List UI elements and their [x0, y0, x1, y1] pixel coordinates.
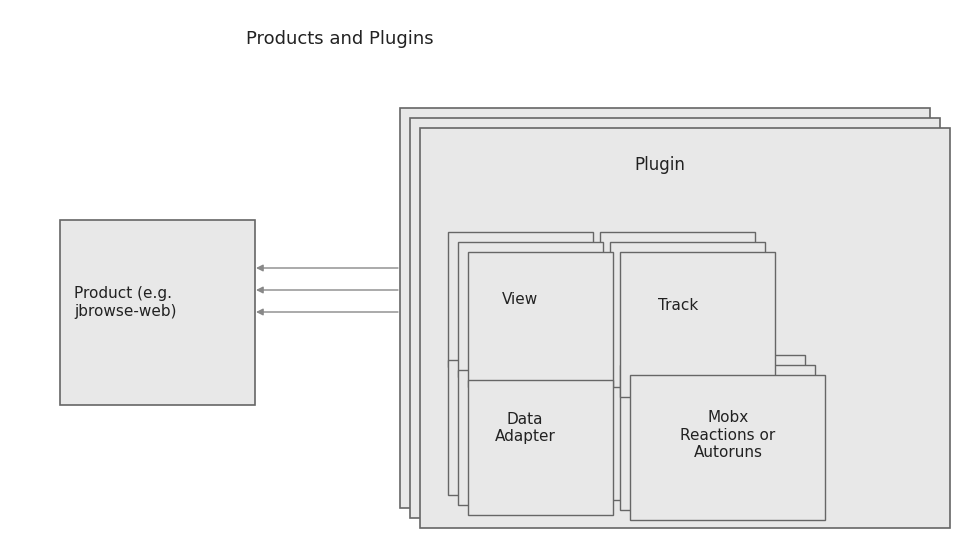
Text: View: View — [502, 293, 539, 307]
Bar — [458, 370, 603, 505]
Text: Product (e.g.
jbrowse-web): Product (e.g. jbrowse-web) — [74, 286, 177, 319]
Text: Plugin: Plugin — [635, 156, 685, 174]
Bar — [458, 242, 603, 377]
Bar — [610, 242, 765, 387]
Bar — [468, 252, 613, 387]
Bar — [610, 355, 805, 500]
Bar — [60, 220, 255, 405]
Bar — [400, 108, 930, 508]
Bar — [448, 360, 593, 495]
Bar — [468, 380, 613, 515]
Text: Data
Adapter: Data Adapter — [494, 412, 556, 444]
Text: Mobx
Reactions or
Autoruns: Mobx Reactions or Autoruns — [681, 410, 776, 460]
Bar — [448, 232, 593, 367]
Text: Products and Plugins: Products and Plugins — [246, 30, 434, 48]
Bar — [420, 128, 950, 528]
Bar — [620, 252, 775, 397]
Text: Track: Track — [658, 298, 698, 313]
Bar — [600, 232, 755, 377]
Bar — [620, 365, 815, 510]
Bar — [630, 375, 825, 520]
Bar — [410, 118, 940, 518]
